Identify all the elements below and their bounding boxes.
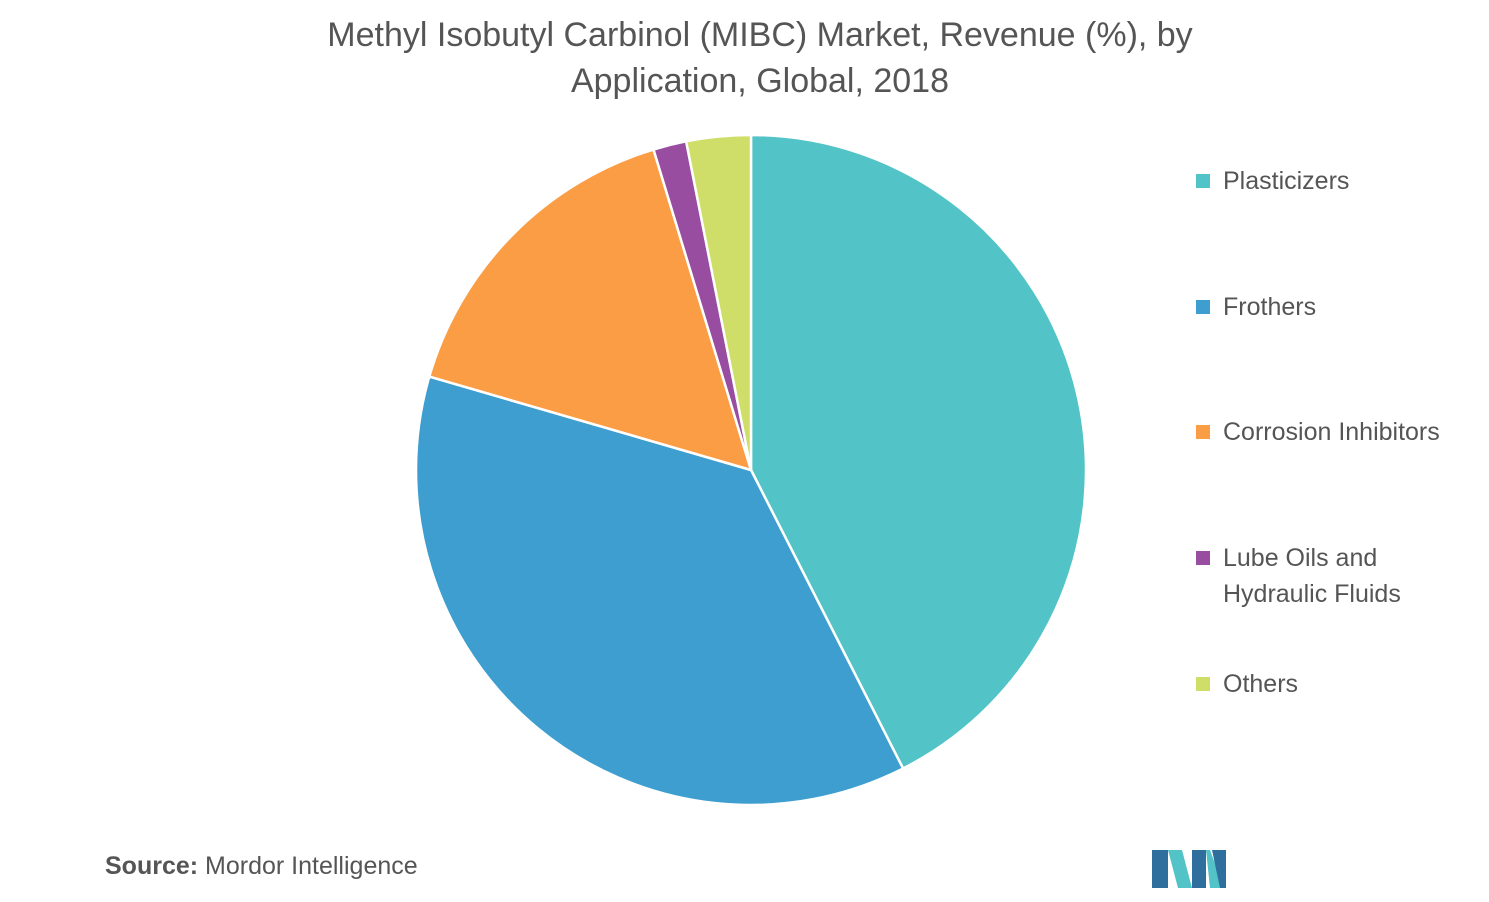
- logo-shape-mid-bar: [1192, 850, 1206, 888]
- mordor-intelligence-logo: [1152, 850, 1226, 888]
- legend-label-line: Corrosion Inhibitors: [1223, 418, 1440, 446]
- pie-slice-plasticizers: [749, 133, 1088, 770]
- source-note: Source: Mordor Intelligence: [105, 848, 418, 884]
- logo-shape-left-diag: [1168, 850, 1192, 888]
- legend-label-plasticizers: Plasticizers: [1223, 163, 1349, 199]
- source-prefix: Source:: [105, 852, 199, 880]
- legend-swatch-corrosion-inhibitors: [1196, 425, 1210, 439]
- legend-swatch-lube-oils-and-hydraulic-fluids: [1196, 551, 1210, 565]
- chart-title-line-1: Methyl Isobutyl Carbinol (MIBC) Market, …: [327, 16, 1193, 54]
- legend-swatch-others: [1196, 677, 1210, 691]
- legend-label-line: Hydraulic Fluids: [1223, 580, 1401, 608]
- logo-shape-right-bar: [1212, 850, 1226, 888]
- chart-title: Methyl Isobutyl Carbinol (MIBC) Market, …: [160, 12, 1360, 104]
- source-name: Mordor Intelligence: [205, 852, 418, 880]
- pie-slice-corrosion-inhibitors: [428, 148, 753, 472]
- legend-label-line: Others: [1223, 670, 1299, 698]
- legend-label-line: Lube Oils and: [1223, 544, 1378, 572]
- chart-title-line-2: Application, Global, 2018: [570, 62, 950, 100]
- legend-label-frothers: Frothers: [1223, 289, 1316, 325]
- logo-shape-left-bar: [1152, 850, 1168, 888]
- pie-slice-others: [684, 133, 753, 472]
- legend-label-line: Frothers: [1223, 293, 1317, 321]
- legend-label-line: Plasticizers: [1223, 167, 1350, 195]
- pie-slice-frothers: [414, 375, 905, 807]
- legend-swatch-plasticizers: [1196, 174, 1210, 188]
- legend-label-corrosion-inhibitors: Corrosion Inhibitors: [1223, 414, 1440, 450]
- legend-label-others: Others: [1223, 666, 1298, 702]
- legend-label-lube-oils-and-hydraulic-fluids: Lube Oils and Hydraulic Fluids: [1223, 540, 1401, 612]
- legend-swatch-frothers: [1196, 300, 1210, 314]
